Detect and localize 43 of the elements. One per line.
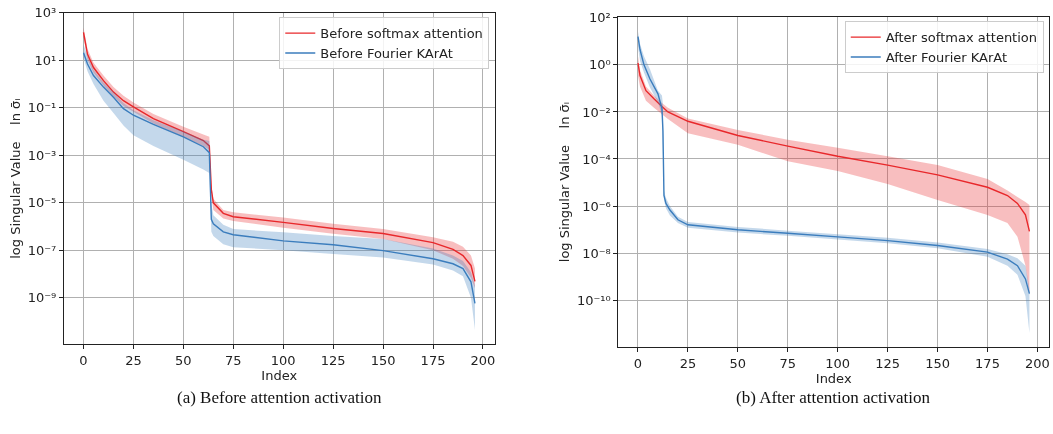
x-tick-label: 150: [925, 355, 950, 371]
y-tick-label: 10³: [34, 5, 57, 21]
legend-label: Before Fourier KArAt: [320, 46, 453, 62]
text: (a) Before attention activation: [177, 388, 382, 407]
x-tick-label: 50: [175, 352, 192, 368]
x-tick-label: 75: [779, 355, 797, 371]
x-tick-label: 75: [225, 352, 242, 368]
x-tick-label: 175: [975, 355, 1000, 371]
x-tick-label: 0: [79, 352, 88, 368]
y-tick-label: 10¹: [34, 52, 57, 68]
y-tick-label: 10²: [589, 10, 611, 26]
y-tick-label: 10⁰: [589, 57, 611, 73]
text: (b) After attention activation: [736, 388, 931, 407]
y-tick-label: 10⁻³: [27, 147, 57, 163]
x-tick-label: 50: [729, 355, 747, 371]
y-tick-label: 10⁻¹⁰: [576, 292, 611, 308]
x-tick-label: 200: [470, 352, 496, 368]
legend-label: After Fourier KArAt: [885, 50, 1008, 66]
x-tick-label: 25: [125, 352, 142, 368]
x-tick-label: 125: [320, 352, 346, 368]
x-tick-label: 200: [1025, 355, 1050, 371]
y-tick-label: 10⁻²: [582, 104, 611, 120]
y-tick-label: 10⁻⁹: [27, 290, 57, 306]
y-tick-label: 10⁻⁵: [27, 195, 57, 211]
x-axis-title: Index: [815, 370, 852, 386]
x-tick-label: 0: [633, 355, 643, 371]
legend-label: Before softmax attention: [320, 26, 483, 42]
y-tick-label: 10⁻⁷: [27, 242, 57, 258]
x-tick-label: 100: [825, 355, 851, 371]
y-tick-label: 10⁻⁶: [582, 198, 611, 214]
x-tick-label: 150: [370, 352, 396, 368]
y-axis-title: log Singular Value ln σ̄ᵢ: [556, 101, 572, 263]
x-tick-label: 25: [679, 355, 697, 371]
x-tick-label: 125: [875, 355, 901, 371]
line-series: [637, 62, 1031, 233]
x-axis-title: Index: [261, 367, 298, 383]
y-tick-label: 10⁻⁴: [582, 151, 611, 167]
y-tick-label: 10⁻⁸: [582, 245, 611, 261]
legend-label: After softmax attention: [885, 30, 1038, 46]
x-tick-label: 175: [420, 352, 446, 368]
x-tick-label: 100: [270, 352, 296, 368]
y-tick-label: 10⁻¹: [27, 100, 57, 116]
y-axis-title: log Singular Value ln σ̄ᵢ: [7, 98, 23, 259]
